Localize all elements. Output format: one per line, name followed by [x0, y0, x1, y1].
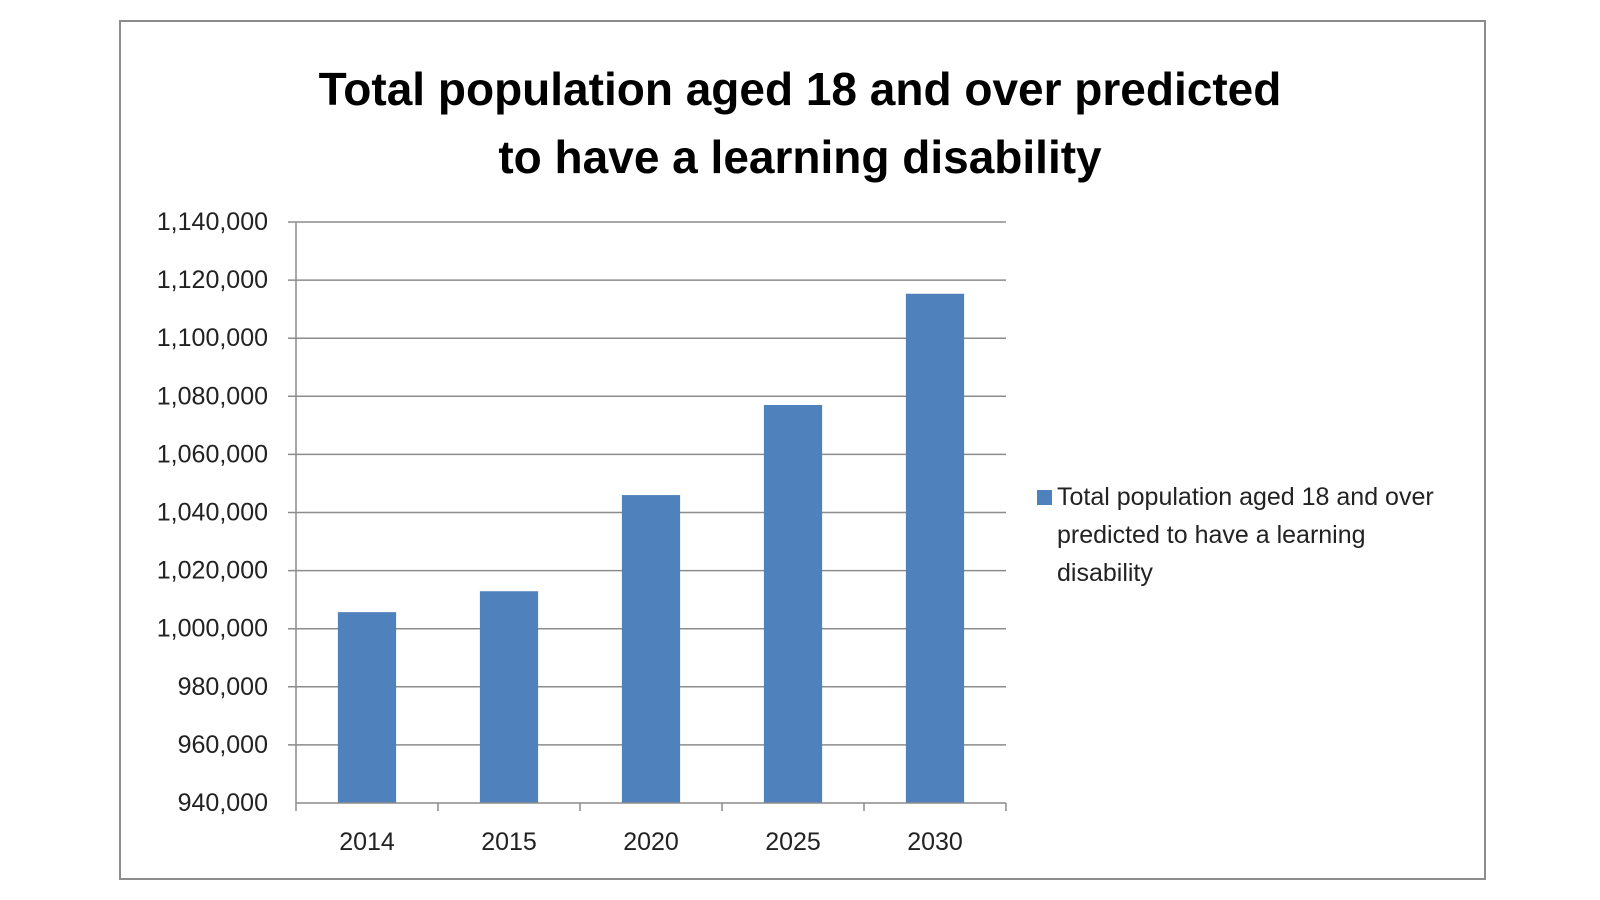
- x-tick-label: 2015: [481, 828, 537, 856]
- bar-2015: [479, 591, 539, 803]
- chart-frame: [119, 20, 1486, 880]
- y-tick-label: 1,080,000: [157, 382, 268, 410]
- x-tick-label: 2030: [907, 828, 963, 856]
- legend: Total population aged 18 and over predic…: [1037, 478, 1457, 592]
- chart-title-line-1: Total population aged 18 and over predic…: [318, 63, 1282, 115]
- x-tick-label: 2014: [339, 828, 395, 856]
- x-tick-label: 2020: [623, 828, 679, 856]
- chart-title-line-2: to have a learning disability: [498, 131, 1102, 183]
- bar-2030: [905, 293, 965, 803]
- legend-swatch: [1037, 490, 1052, 505]
- chart-title: Total population aged 18 and over predic…: [0, 55, 1600, 191]
- y-tick-label: 1,020,000: [157, 557, 268, 585]
- y-tick-label: 1,140,000: [157, 208, 268, 236]
- bar-2025: [763, 405, 823, 803]
- y-tick-label: 960,000: [178, 731, 268, 759]
- y-tick-label: 1,100,000: [157, 324, 268, 352]
- bar-2020: [621, 495, 681, 803]
- bar-2014: [337, 612, 397, 803]
- y-tick-label: 1,120,000: [157, 266, 268, 294]
- y-tick-label: 1,000,000: [157, 615, 268, 643]
- y-tick-label: 1,040,000: [157, 499, 268, 527]
- y-tick-label: 940,000: [178, 789, 268, 817]
- y-tick-label: 980,000: [178, 673, 268, 701]
- y-tick-label: 1,060,000: [157, 440, 268, 468]
- legend-label: Total population aged 18 and over predic…: [1057, 483, 1434, 587]
- x-tick-label: 2025: [765, 828, 821, 856]
